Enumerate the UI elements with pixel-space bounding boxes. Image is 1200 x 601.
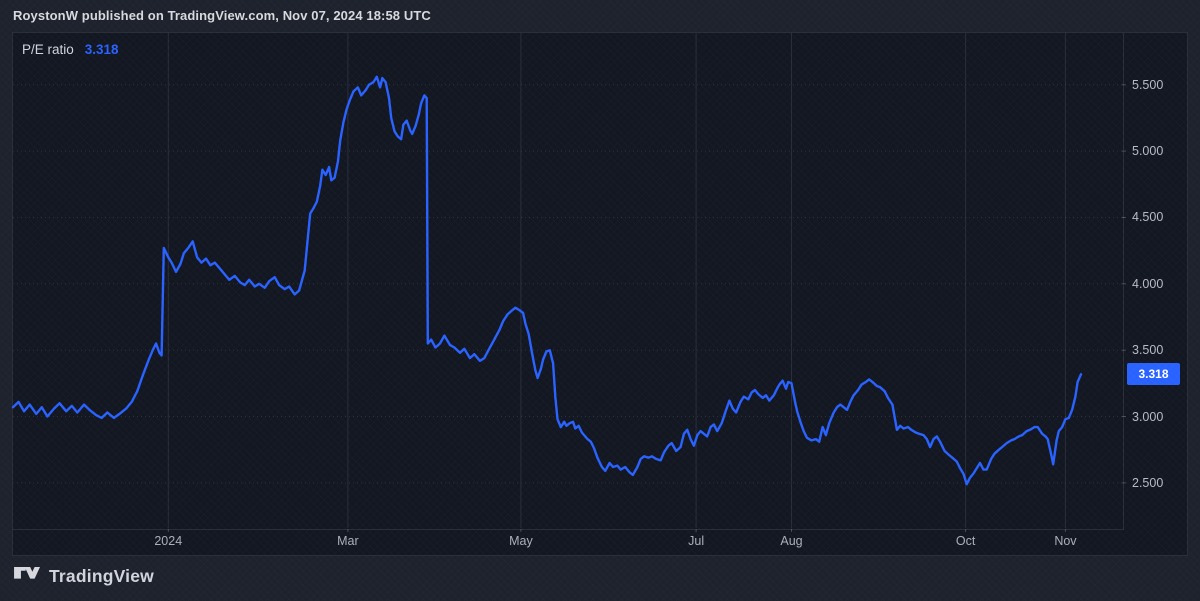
- last-price-badge: 3.318: [1127, 363, 1180, 386]
- time-axis-label: Oct: [955, 534, 976, 548]
- last-price-badge-text: 3.318: [1138, 367, 1169, 382]
- tradingview-logo-text: TradingView: [49, 566, 154, 586]
- price-axis-label: 2.500: [1132, 475, 1164, 490]
- tradingview-logo[interactable]: TradingView: [14, 566, 154, 587]
- price-axis-label: 3.000: [1132, 409, 1164, 424]
- tradingview-mark-icon: [14, 566, 40, 579]
- time-axis-label: May: [509, 534, 533, 548]
- time-axis-label: Nov: [1054, 534, 1077, 548]
- time-axis-label: Jul: [688, 534, 705, 548]
- price-axis-label: 4.500: [1132, 210, 1164, 225]
- price-axis-label: 5.000: [1132, 144, 1164, 159]
- price-axis-label: 4.000: [1132, 276, 1164, 291]
- price-axis-label: 3.500: [1132, 343, 1164, 358]
- published-header: RoystonW published on TradingView.com, N…: [13, 8, 431, 23]
- time-axis-label: Aug: [780, 534, 803, 548]
- chart-plot-area[interactable]: [13, 33, 1124, 530]
- legend-series-name: P/E ratio: [22, 42, 74, 57]
- price-axis-label: 5.500: [1132, 77, 1164, 92]
- time-axis-label: 2024: [154, 534, 183, 548]
- chart-widget: [12, 32, 1188, 556]
- pe-ratio-line[interactable]: [11, 75, 1083, 486]
- time-axis-label: Mar: [337, 534, 359, 548]
- legend: P/E ratio 3.318: [22, 42, 119, 57]
- legend-series-value: 3.318: [84, 42, 119, 57]
